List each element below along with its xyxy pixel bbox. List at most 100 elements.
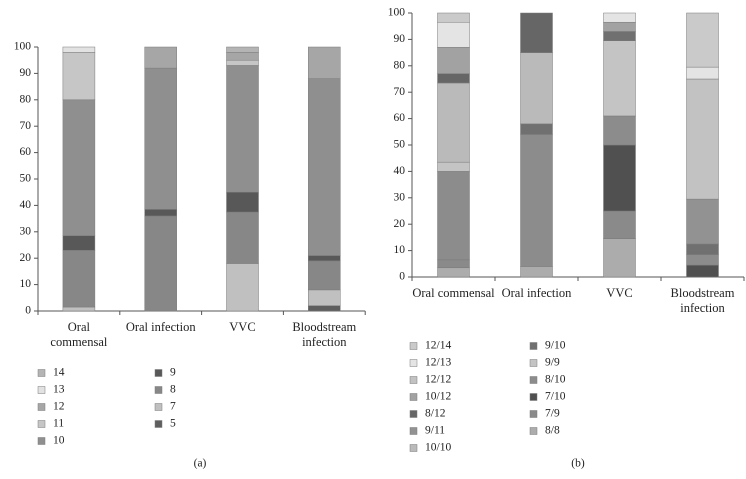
bar-segment <box>226 52 259 61</box>
bar-segment <box>603 115 636 146</box>
legend-label: 13 <box>53 384 65 396</box>
legend-swatch <box>529 376 538 384</box>
y-tick-label: 80 <box>20 93 32 105</box>
bar-segment <box>144 46 177 69</box>
y-tick-label: 90 <box>20 67 32 79</box>
legend-label: 12/12 <box>425 374 451 386</box>
legend-swatch <box>409 342 418 350</box>
bar-segment <box>520 134 553 267</box>
legend-label: 9/10 <box>545 340 566 352</box>
bar-segment <box>437 259 470 269</box>
bar-segment <box>437 73 470 84</box>
bar-segment <box>308 78 341 256</box>
y-tick-label: 90 <box>394 33 406 45</box>
bar-segment <box>686 12 719 68</box>
bar-segment <box>308 305 341 312</box>
bar-segment <box>686 198 719 245</box>
bar-segment <box>144 215 177 312</box>
y-tick-label: 60 <box>20 146 32 158</box>
legend-label: 7 <box>170 401 176 413</box>
bar-segment <box>437 161 470 172</box>
legend-swatch <box>37 386 46 394</box>
legend-label: 10/12 <box>425 391 451 403</box>
legend-label: 11 <box>53 418 64 430</box>
legend-swatch <box>154 369 163 377</box>
legend-label: 10 <box>53 435 65 447</box>
bar-segment <box>226 59 259 66</box>
bar-segment <box>520 123 553 135</box>
bar-segment <box>226 263 259 312</box>
bar-segment <box>62 46 96 53</box>
legend-swatch <box>154 403 163 411</box>
y-tick-label: 60 <box>394 112 406 124</box>
legend-swatch <box>409 359 418 367</box>
y-tick-label: 30 <box>20 225 32 237</box>
x-tick-label: VVC <box>606 286 633 300</box>
bar-segment <box>308 260 341 291</box>
bar-segment <box>603 238 636 278</box>
y-tick-label: 10 <box>20 278 32 290</box>
legend-label: 8 <box>170 384 176 396</box>
bar-segment <box>686 264 719 278</box>
legend-label: 7/9 <box>545 408 560 420</box>
bar-segment <box>603 31 636 41</box>
legend-label: 8/12 <box>425 408 446 420</box>
legend-swatch <box>409 393 418 401</box>
bar-segment <box>144 67 177 210</box>
x-tick-label: Bloodstream infection <box>292 320 357 349</box>
x-tick-label: Oral commensal <box>412 286 495 300</box>
legend-label: 12/13 <box>425 357 451 369</box>
bar-segment <box>437 171 470 261</box>
y-tick-label: 10 <box>394 244 406 256</box>
y-tick-label: 20 <box>394 218 406 230</box>
bar-segment <box>226 46 259 53</box>
x-tick-label: Oral infection <box>125 320 196 334</box>
y-tick-label: 30 <box>394 191 406 203</box>
bar-segment <box>520 266 553 278</box>
y-tick-label: 40 <box>20 199 32 211</box>
bar-segment <box>62 235 96 251</box>
legend-swatch <box>409 444 418 452</box>
legend-swatch <box>37 420 46 428</box>
legend-swatch <box>529 393 538 401</box>
bar-segment <box>686 254 719 266</box>
bar-segment <box>226 211 259 264</box>
bar-segment <box>62 52 96 101</box>
bar-segment <box>308 255 341 262</box>
legend-label: 7/10 <box>545 391 566 403</box>
bar-segment <box>686 66 719 80</box>
legend-label: 14 <box>53 367 65 379</box>
bar-segment <box>603 144 636 212</box>
legend-swatch <box>154 420 163 428</box>
x-tick-label: VVC <box>229 320 256 334</box>
bar-segment <box>603 21 636 32</box>
legend-swatch <box>154 386 163 394</box>
bar-segment <box>603 210 636 239</box>
bar-segment <box>437 82 470 163</box>
bar-segment <box>226 65 259 193</box>
y-tick-label: 70 <box>20 120 32 132</box>
y-tick-label: 100 <box>388 7 406 19</box>
bar-segment <box>520 52 553 125</box>
panel-label: (a) <box>194 458 207 470</box>
legend-swatch <box>409 427 418 435</box>
y-tick-label: 0 <box>399 271 405 283</box>
legend-label: 12 <box>53 401 65 413</box>
bar-segment <box>603 12 636 23</box>
bar-segment <box>62 99 96 237</box>
legend-label: 9/9 <box>545 357 560 369</box>
legend-label: 9/11 <box>425 425 445 437</box>
legend-label: 5 <box>170 418 176 430</box>
x-tick-label: Oral commensal <box>50 320 108 349</box>
panel-label: (b) <box>571 458 585 470</box>
bar-segment <box>144 209 177 217</box>
bar-segment <box>686 78 719 200</box>
legend-swatch <box>529 427 538 435</box>
legend-swatch <box>529 359 538 367</box>
bar-segment <box>308 289 341 306</box>
y-tick-label: 100 <box>14 41 32 53</box>
legend-label: 8/8 <box>545 425 560 437</box>
legend-label: 10/10 <box>425 442 451 454</box>
x-tick-label: Oral infection <box>501 286 572 300</box>
